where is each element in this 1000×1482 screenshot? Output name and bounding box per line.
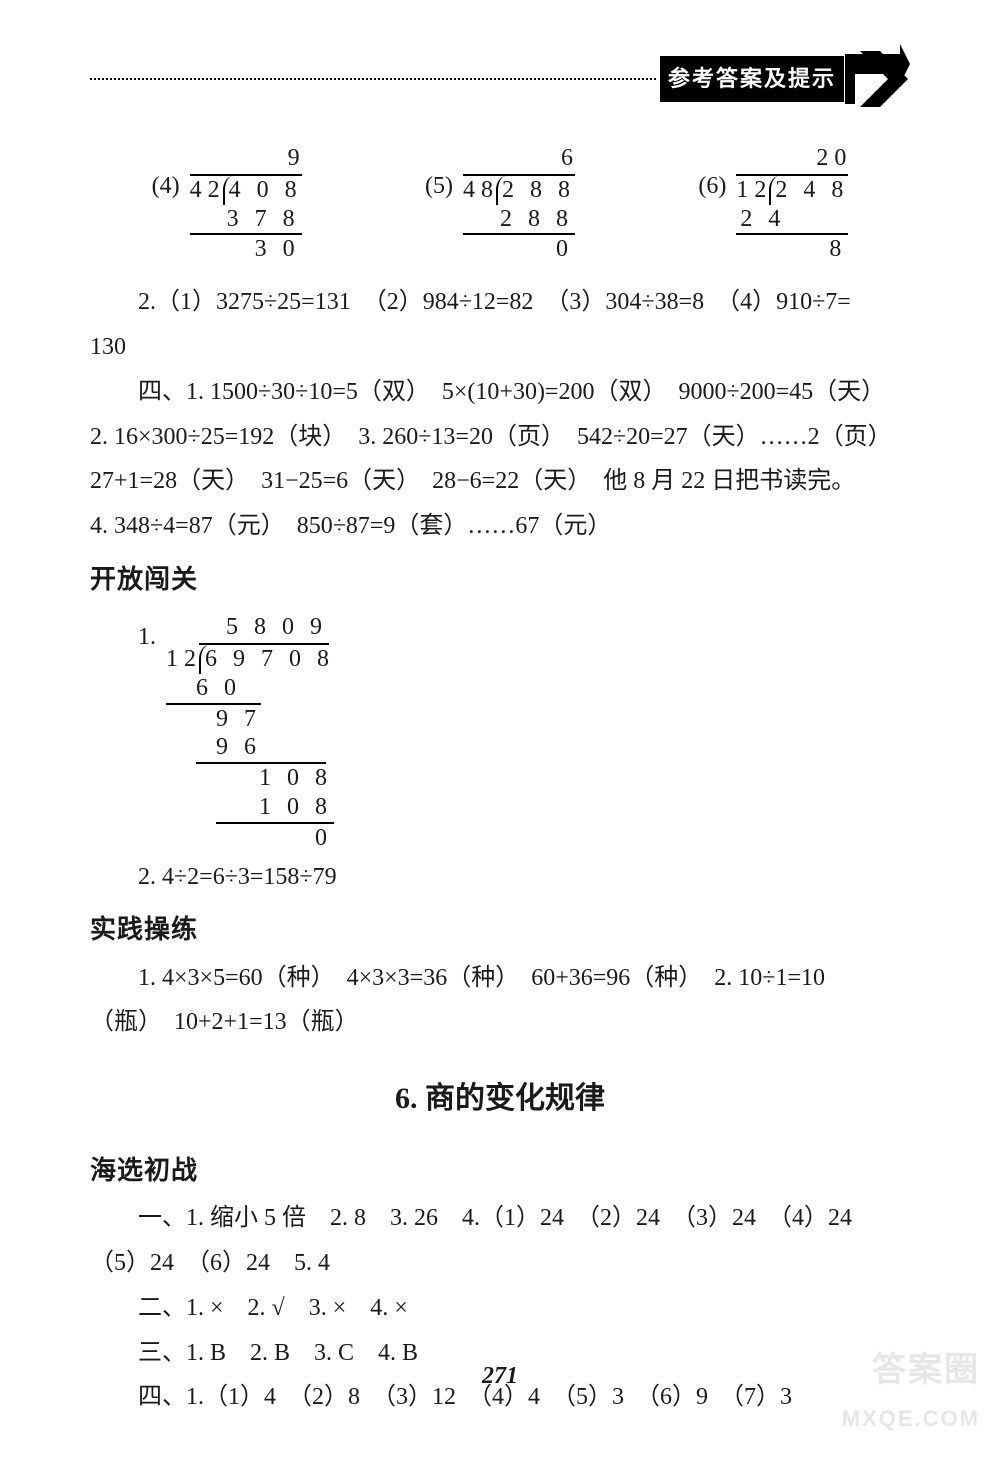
divisor: 4 8	[463, 176, 496, 205]
answer-line: 27+1=28（天） 31−25=6（天） 28−6=22（天） 他 8 月 2…	[90, 461, 910, 502]
dividend: 2 4 8	[769, 176, 848, 205]
answer-line: （5）24 （6）24 5. 4	[90, 1243, 910, 1284]
long-division-5: (5) 6 4 8 2 8 8 2 8 8 0	[425, 144, 575, 264]
section-practice: 实践操练	[90, 907, 910, 951]
ld-label: (4)	[152, 172, 180, 201]
rem: 3 0	[190, 235, 302, 264]
sub: 9 6	[196, 733, 326, 764]
watermark-line2: MXQE.COM	[842, 1400, 980, 1437]
header-label: 参考答案及提示	[660, 56, 844, 101]
long-division-big: 1. 1 2 5 8 0 9 1 2 6 9 7 0 8 6 0 9 7 9 6…	[138, 613, 334, 852]
quotient: 5 8 0 9	[199, 613, 329, 645]
watermark: 答案圈 MXQE.COM	[842, 1342, 980, 1437]
ld-label: (5)	[425, 172, 453, 201]
dotted-rule	[90, 78, 656, 80]
quotient: 6	[463, 144, 575, 176]
answer-line: （瓶） 10+2+1=13（瓶）	[90, 1002, 910, 1043]
answer-line: 1. 4×3×5=60（种） 4×3×3=36（种） 60+36=96（种） 2…	[90, 958, 910, 999]
watermark-line1: 答案圈	[842, 1342, 980, 1400]
sub: 3 7 8	[190, 205, 302, 236]
arrow-icon	[840, 44, 910, 114]
long-division-4: (4) 9 4 2 4 0 8 3 7 8 3 0	[152, 144, 302, 264]
rem: 9 7	[166, 705, 334, 734]
answer-line: 4. 348÷4=87（元） 850÷87=9（套）……67（元）	[90, 506, 910, 547]
answer-line-cont: 130	[90, 327, 910, 368]
quotient: 2 0	[736, 144, 848, 176]
ld-label: 1.	[138, 623, 156, 652]
long-division-row: (4) 9 4 2 4 0 8 3 7 8 3 0 (5) 6 4 8	[90, 144, 910, 264]
rem: 0	[463, 235, 575, 264]
section-open: 开放闯关	[90, 557, 910, 601]
answer-line: 二、1. × 2. √ 3. × 4. ×	[90, 1288, 910, 1329]
ld-label: (6)	[698, 172, 726, 201]
chapter-title: 6. 商的变化规律	[90, 1073, 910, 1124]
header-block: 参考答案及提示	[660, 44, 910, 114]
section-sea: 海选初战	[90, 1148, 910, 1192]
answer-line: 2. 16×300÷25=192（块） 3. 260÷13=20（页） 542÷…	[90, 417, 910, 458]
answer-line: 2. 4÷2=6÷3=158÷79	[90, 857, 910, 898]
rem: 8	[736, 235, 848, 264]
sub: 1 0 8	[216, 793, 334, 824]
answer-line: 2.（1）3275÷25=131 （2）984÷12=82 （3）304÷38=…	[90, 282, 910, 323]
dividend: 4 0 8	[223, 176, 302, 205]
answer-line: 四、1. 1500÷30÷10=5（双） 5×(10+30)=200（双） 90…	[90, 372, 910, 413]
sub: 6 0	[166, 674, 261, 705]
quotient: 9	[190, 144, 302, 176]
sub: 2 4	[736, 205, 848, 236]
long-division-6: (6) 2 0 1 2 2 4 8 2 4 8	[698, 144, 848, 264]
answer-line: 一、1. 缩小 5 倍 2. 8 3. 26 4.（1）24 （2）24 （3）…	[90, 1198, 910, 1239]
dividend: 2 8 8	[496, 176, 575, 205]
rem: 1 0 8	[166, 764, 334, 793]
divisor: 4 2	[190, 176, 223, 205]
divisor: 1 2	[166, 645, 199, 674]
sub: 2 8 8	[463, 205, 575, 236]
rem: 0	[166, 824, 334, 853]
divisor: 1 2	[736, 176, 769, 205]
dividend: 6 9 7 0 8	[199, 645, 334, 674]
